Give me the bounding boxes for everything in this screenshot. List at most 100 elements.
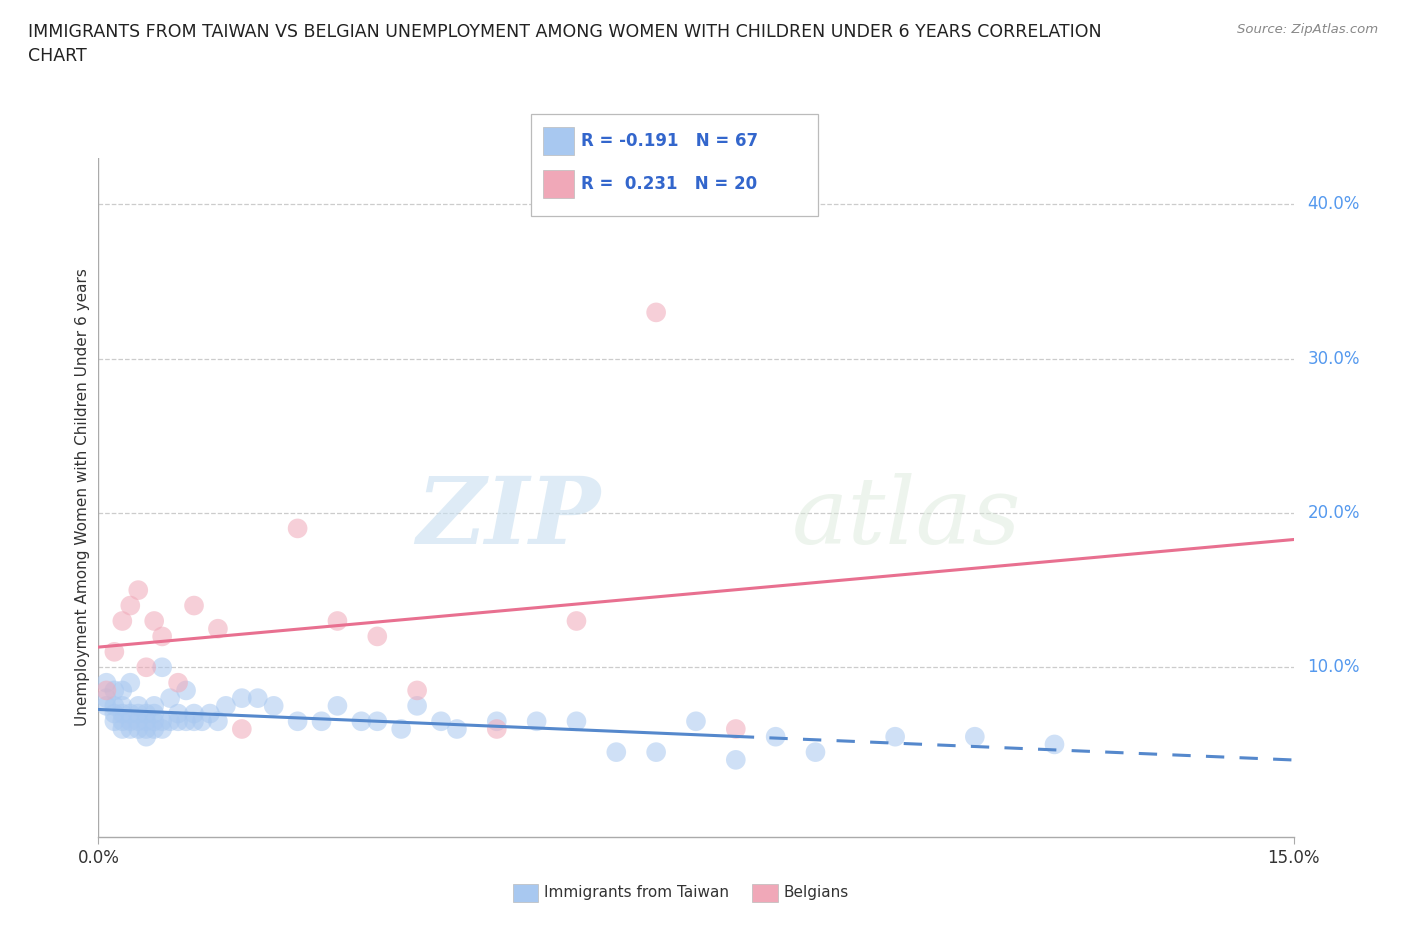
Point xyxy=(198,706,221,721)
Point xyxy=(111,614,134,629)
Point xyxy=(143,614,166,629)
Point xyxy=(605,745,627,760)
Text: 30.0%: 30.0% xyxy=(1308,350,1360,367)
Point xyxy=(366,714,388,729)
Text: 20.0%: 20.0% xyxy=(1308,504,1360,522)
Point xyxy=(311,714,333,729)
Text: Belgians: Belgians xyxy=(783,885,848,900)
Point xyxy=(246,691,269,706)
Point xyxy=(127,714,149,729)
Point xyxy=(526,714,548,729)
Point xyxy=(485,722,508,737)
Point xyxy=(724,722,747,737)
Point xyxy=(96,698,118,713)
Point xyxy=(135,706,157,721)
Point xyxy=(135,660,157,675)
Point xyxy=(103,698,125,713)
Point xyxy=(143,722,166,737)
Point xyxy=(565,714,588,729)
Point xyxy=(446,722,468,737)
Text: atlas: atlas xyxy=(792,473,1021,563)
Point xyxy=(159,714,181,729)
Point xyxy=(167,675,190,690)
Point xyxy=(96,683,118,698)
Point xyxy=(103,683,125,698)
Point xyxy=(111,698,134,713)
Text: R =  0.231   N = 20: R = 0.231 N = 20 xyxy=(581,175,756,193)
Text: 10.0%: 10.0% xyxy=(1308,658,1360,676)
Point xyxy=(287,521,309,536)
Point xyxy=(127,698,149,713)
Point xyxy=(143,714,166,729)
Point xyxy=(326,698,349,713)
Y-axis label: Unemployment Among Women with Children Under 6 years: Unemployment Among Women with Children U… xyxy=(75,269,90,726)
Point xyxy=(120,722,142,737)
Point xyxy=(1043,737,1066,751)
Point xyxy=(174,714,197,729)
Point xyxy=(565,614,588,629)
Point xyxy=(765,729,787,744)
Point xyxy=(111,722,134,737)
Point xyxy=(96,675,118,690)
Point xyxy=(167,706,190,721)
Point xyxy=(183,706,205,721)
Point xyxy=(207,714,229,729)
Point xyxy=(135,714,157,729)
Point xyxy=(120,706,142,721)
Point xyxy=(127,722,149,737)
Point xyxy=(143,706,166,721)
Point xyxy=(150,714,173,729)
Point xyxy=(326,614,349,629)
Point xyxy=(724,752,747,767)
Text: IMMIGRANTS FROM TAIWAN VS BELGIAN UNEMPLOYMENT AMONG WOMEN WITH CHILDREN UNDER 6: IMMIGRANTS FROM TAIWAN VS BELGIAN UNEMPL… xyxy=(28,23,1102,65)
Point xyxy=(120,598,142,613)
Point xyxy=(685,714,707,729)
Point xyxy=(406,698,429,713)
Point xyxy=(127,583,149,598)
Point xyxy=(191,714,214,729)
Text: Immigrants from Taiwan: Immigrants from Taiwan xyxy=(544,885,730,900)
Point xyxy=(150,660,173,675)
Point xyxy=(183,714,205,729)
Point xyxy=(485,714,508,729)
Text: ZIP: ZIP xyxy=(416,473,600,563)
Point xyxy=(159,691,181,706)
Point xyxy=(111,683,134,698)
Point xyxy=(263,698,285,713)
Point xyxy=(215,698,238,713)
Point xyxy=(135,722,157,737)
Point xyxy=(120,675,142,690)
Point xyxy=(430,714,453,729)
Point xyxy=(804,745,827,760)
Point xyxy=(207,621,229,636)
Point xyxy=(150,722,173,737)
Point xyxy=(183,598,205,613)
Point xyxy=(103,706,125,721)
Point xyxy=(350,714,373,729)
Point xyxy=(143,698,166,713)
Point xyxy=(111,706,134,721)
Point xyxy=(645,305,668,320)
Point xyxy=(111,714,134,729)
Point xyxy=(231,691,253,706)
Point xyxy=(135,729,157,744)
Point xyxy=(389,722,412,737)
Point xyxy=(884,729,907,744)
Point xyxy=(96,691,118,706)
Point xyxy=(103,644,125,659)
Point xyxy=(120,714,142,729)
Text: Source: ZipAtlas.com: Source: ZipAtlas.com xyxy=(1237,23,1378,36)
Point xyxy=(963,729,986,744)
Point xyxy=(174,683,197,698)
Point xyxy=(645,745,668,760)
Point xyxy=(150,629,173,644)
Point xyxy=(406,683,429,698)
Text: R = -0.191   N = 67: R = -0.191 N = 67 xyxy=(581,132,758,151)
Point xyxy=(231,722,253,737)
Point xyxy=(127,706,149,721)
Text: 40.0%: 40.0% xyxy=(1308,195,1360,213)
Point xyxy=(167,714,190,729)
Point xyxy=(103,714,125,729)
Point xyxy=(287,714,309,729)
Point xyxy=(366,629,388,644)
